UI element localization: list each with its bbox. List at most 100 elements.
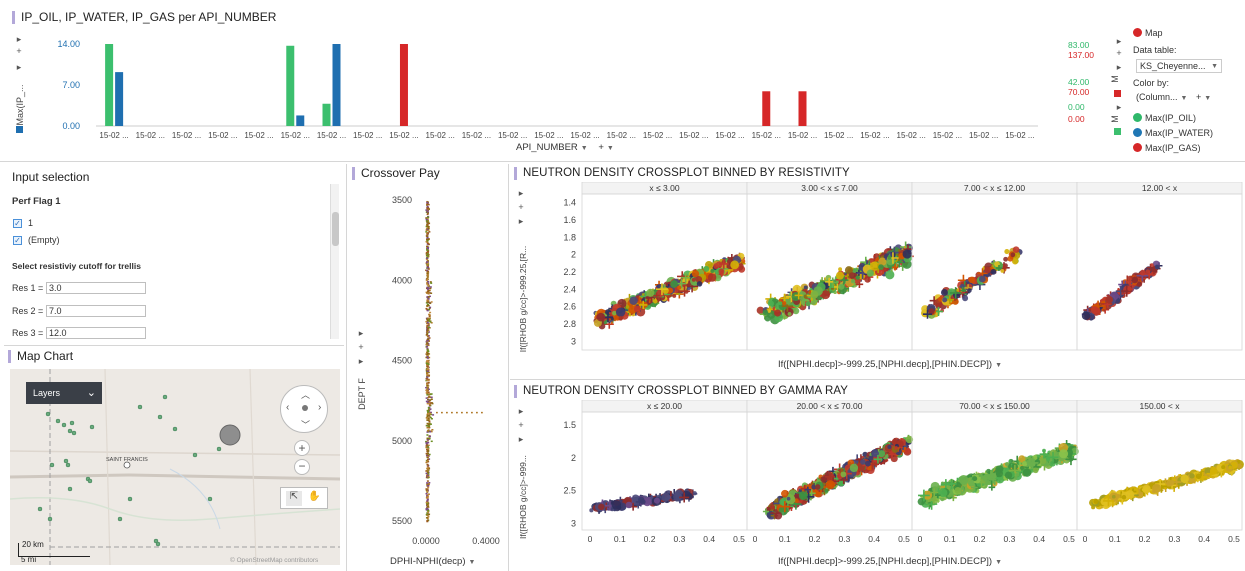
crossover-point <box>427 474 430 477</box>
bar-x-tick-label: 15-02 ... <box>281 131 310 140</box>
crossover-point <box>426 505 429 508</box>
crossover-point <box>426 330 429 332</box>
crossover-point <box>428 317 431 319</box>
map-legend-item[interactable]: Map <box>1133 28 1163 38</box>
legend-water[interactable]: Max(IP_WATER) <box>1133 128 1213 138</box>
color-by-dropdown[interactable]: (Column... ▼ + ▼ <box>1136 92 1211 102</box>
crossover-x-dropdown[interactable]: DPHI-NPHI(decp) ▼ <box>390 556 475 567</box>
crossover-point <box>426 355 429 358</box>
crossover-point <box>427 238 430 241</box>
pan-down-icon[interactable]: ﹀ <box>301 420 311 430</box>
trellis-point <box>1058 449 1069 459</box>
legend-gas-label: Max(IP_GAS) <box>1145 143 1201 153</box>
trellis-point <box>929 496 938 504</box>
crossover-point <box>426 290 429 292</box>
bar-y-expand-icon[interactable]: ▸ <box>16 34 22 44</box>
trellis-point <box>1111 494 1116 499</box>
crossover-point <box>428 308 431 311</box>
crossover-point <box>427 323 430 325</box>
trellis-point <box>990 472 997 479</box>
trellis-point <box>1047 451 1059 463</box>
select-pointer-icon[interactable]: ⇱ <box>286 491 302 506</box>
bar-x-tick-label: 15-02 ... <box>99 131 128 140</box>
api-number-dropdown[interactable]: API_NUMBER ▼ + ▼ <box>516 142 614 153</box>
trellis-point <box>1004 462 1010 467</box>
bar-y-add-icon[interactable]: + <box>16 46 22 56</box>
crossover-point <box>425 501 428 504</box>
map-well-marker <box>61 422 67 428</box>
trellis-point <box>691 270 700 278</box>
input-scrollbar-thumb[interactable] <box>332 212 339 246</box>
input-scrollbar[interactable] <box>330 184 339 339</box>
crossover-x-label: DPHI-NPHI(decp) <box>390 556 466 567</box>
resistivity-crossplot-title: NEUTRON DENSITY CROSSPLOT BINNED BY RESI… <box>514 167 850 180</box>
res-y-expand-icon[interactable]: ▸ <box>518 188 524 198</box>
trellis-point <box>1038 456 1047 465</box>
trellis-point <box>838 283 845 290</box>
trellis-panel-frame <box>581 411 748 531</box>
crossover-point <box>426 434 429 436</box>
res-y-add-icon[interactable]: + <box>518 202 524 212</box>
crossover-point <box>426 206 429 208</box>
gr-y-expand-icon[interactable]: ▸ <box>518 406 524 416</box>
crossover-y-expand-icon[interactable]: ▸ <box>358 328 364 338</box>
layers-dropdown[interactable]: Layers ⌄ <box>26 382 102 404</box>
crossover-point <box>426 374 429 377</box>
crossover-point <box>427 221 430 223</box>
gr-y-add-icon[interactable]: + <box>518 420 524 430</box>
add-icon[interactable]: + <box>598 142 604 153</box>
pan-left-icon[interactable]: ‹ <box>286 402 290 413</box>
right-axis-add-icon[interactable]: + <box>1116 48 1122 58</box>
trellis-point <box>618 316 623 321</box>
crossover-point <box>425 341 428 343</box>
crossover-point <box>427 515 430 518</box>
gr-y-expand2-icon[interactable]: ▸ <box>518 434 524 444</box>
map-well-marker <box>67 486 73 492</box>
right-axis-expand3-icon[interactable]: ▸ <box>1116 102 1122 112</box>
perf-flag-checkbox-1[interactable]: ✓ <box>13 219 22 228</box>
crossover-point <box>427 511 430 514</box>
pan-up-icon[interactable]: ︿ <box>301 390 311 400</box>
zoom-out-button[interactable]: − <box>294 459 310 475</box>
bar-right-tick-green: 42.00 <box>1068 77 1090 87</box>
right-axis-m2[interactable]: M <box>1109 115 1120 123</box>
res3-input[interactable]: 12.0 <box>46 327 146 339</box>
perf-flag-checkbox-empty[interactable]: ✓ <box>13 236 22 245</box>
trellis-point <box>1010 252 1016 258</box>
crossover-point <box>429 399 432 401</box>
pan-hand-icon[interactable]: ✋ <box>308 491 321 502</box>
pan-right-icon[interactable]: › <box>318 402 322 413</box>
legend-gas[interactable]: Max(IP_GAS) <box>1133 143 1201 153</box>
right-axis-red-swatch <box>1114 90 1121 97</box>
res-x-dropdown[interactable]: If([NPHI.decp]>-999.25,[NPHI.decp],[PHIN… <box>778 359 1002 370</box>
map-well-marker <box>37 506 43 512</box>
right-axis-m1[interactable]: M <box>1109 75 1120 83</box>
bar-left-tick-label: 0.00 <box>62 121 80 131</box>
crossover-y-expand2-icon[interactable]: ▸ <box>358 356 364 366</box>
res-y-expand2-icon[interactable]: ▸ <box>518 216 524 226</box>
crossover-point <box>426 208 429 211</box>
crossover-y-add-icon[interactable]: + <box>358 342 364 352</box>
res1-input[interactable]: 3.0 <box>46 282 146 294</box>
pan-center-icon[interactable] <box>302 405 308 411</box>
legend-oil[interactable]: Max(IP_OIL) <box>1133 113 1196 123</box>
add-icon[interactable]: + <box>1195 92 1202 102</box>
crossover-point <box>425 452 428 455</box>
right-axis-expand-icon[interactable]: ▸ <box>1116 36 1122 46</box>
crossover-point <box>426 376 429 378</box>
right-axis-expand2-icon[interactable]: ▸ <box>1116 62 1122 72</box>
data-table-dropdown[interactable]: KS_Cheyenne... ▼ <box>1136 59 1222 73</box>
data-table-value: KS_Cheyenne... <box>1140 61 1206 71</box>
trellis-point <box>820 476 827 483</box>
gr-x-dropdown[interactable]: If([NPHI.decp]>-999.25,[NPHI.decp],[PHIN… <box>778 556 1002 567</box>
trellis-point <box>1004 471 1013 479</box>
map-attribution[interactable]: © OpenStreetMap contributors <box>230 557 319 564</box>
map-pan-control[interactable]: ︿ ‹ › ﹀ <box>280 385 328 433</box>
crossover-point <box>426 449 429 451</box>
trellis-point <box>1154 264 1160 269</box>
zoom-in-button[interactable]: + <box>294 440 310 456</box>
res2-input[interactable]: 7.0 <box>46 305 146 317</box>
crossover-point <box>425 386 428 389</box>
bar-y-expand2-icon[interactable]: ▸ <box>16 62 22 72</box>
